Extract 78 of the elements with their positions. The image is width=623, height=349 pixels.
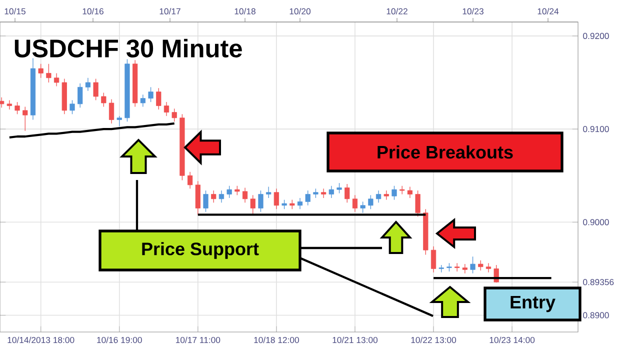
- candlestick: [250, 194, 256, 216]
- candlestick: [203, 190, 208, 212]
- candlestick: [376, 190, 382, 203]
- candlestick: [108, 98, 114, 124]
- candlestick: [46, 64, 52, 83]
- annotation: Price Breakouts: [378, 145, 513, 159]
- x-tick-label: 10/14/2013 18:00: [8, 336, 74, 344]
- candlestick: [156, 88, 162, 110]
- text: 10/23: [462, 8, 484, 14]
- text: 10/24: [538, 8, 559, 14]
- y-tick-label: 0.89356: [583, 279, 614, 286]
- candlestick: [274, 188, 279, 210]
- y-tick-label: 0.9200: [583, 32, 609, 40]
- candlestick: [0, 97, 4, 108]
- candlestick: [454, 262, 460, 272]
- candlestick: [218, 190, 224, 203]
- candlestick: [415, 190, 420, 217]
- candlestick: [290, 199, 295, 210]
- text: 10/22: [386, 8, 408, 14]
- x-tick-label: 10/16 19:00: [97, 336, 142, 344]
- candlestick: [313, 188, 318, 198]
- candlestick: [85, 78, 91, 92]
- candlestick: [392, 186, 397, 200]
- candlestick: [54, 72, 60, 87]
- annotation: Entry: [510, 296, 556, 312]
- candlestick: [305, 190, 310, 206]
- candlestick: [140, 94, 146, 108]
- candlestick: [297, 198, 303, 210]
- candlestick: [360, 201, 366, 214]
- candlestick: [430, 246, 436, 273]
- x-tick-label: 10/22 13:00: [411, 336, 456, 344]
- y-tick-label: 0.9000: [583, 219, 609, 226]
- candlestick: [328, 186, 334, 198]
- candlestick: [344, 184, 350, 203]
- x-tick-label: 10/17 11:00: [176, 336, 220, 344]
- annotation: Price Support: [142, 242, 259, 259]
- candlestick: [336, 182, 342, 194]
- x-tick-label: 10/18 12:00: [254, 336, 299, 344]
- text: 10/16: [82, 8, 104, 14]
- candlestick: [234, 186, 240, 196]
- candlestick: [266, 186, 272, 198]
- candlestick: [101, 92, 106, 108]
- candlestick: [195, 180, 200, 216]
- candlestick: [70, 100, 75, 114]
- text: USDCHF 30 Minute: [14, 38, 242, 58]
- candlestick: [352, 194, 358, 212]
- candlestick: [38, 64, 44, 78]
- candlestick: [188, 172, 193, 189]
- candlestick: [148, 86, 154, 102]
- candlestick: [462, 264, 468, 274]
- candlestick: [6, 100, 12, 110]
- candlestick: [368, 194, 374, 210]
- text: 10/18: [234, 8, 256, 14]
- text: 10/15: [4, 8, 26, 14]
- y-tick-label: 0.8900: [583, 312, 609, 318]
- candlestick: [164, 102, 170, 116]
- candlestick: [242, 187, 248, 203]
- y-tick-label: 0.9100: [583, 126, 609, 132]
- candlestick: [321, 188, 326, 198]
- candlestick: [22, 106, 28, 132]
- candlestick: [116, 116, 122, 127]
- candlestick: [384, 190, 389, 200]
- candlestick: [282, 199, 287, 210]
- candlestick: [78, 83, 83, 108]
- candlestick: [470, 256, 476, 274]
- x-tick-label: 10/23 14:00: [490, 336, 535, 344]
- candlestick: [172, 108, 177, 122]
- candlestick: [93, 78, 98, 101]
- text: 10/20: [290, 8, 311, 14]
- candlestick: [478, 260, 484, 271]
- x-tick-label: 10/21 13:00: [332, 336, 378, 344]
- candlestick: [486, 262, 492, 273]
- candlestick: [226, 186, 232, 198]
- candlestick: [407, 186, 413, 198]
- candlestick: [258, 190, 264, 212]
- candlestick: [14, 102, 20, 114]
- candlestick: [211, 190, 216, 203]
- text: 10/17: [160, 8, 180, 14]
